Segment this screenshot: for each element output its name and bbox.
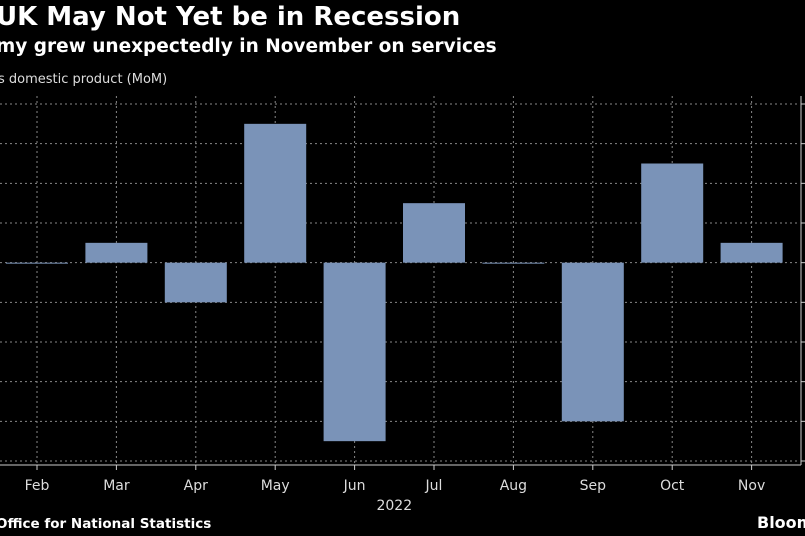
x-tick-label: Nov — [738, 478, 765, 494]
bloomberg-logo: Bloom — [757, 513, 805, 532]
x-tick-label: Aug — [500, 478, 527, 494]
chart-subtitle: my grew unexpectedly in November on serv… — [0, 36, 497, 57]
source-note: Office for National Statistics — [0, 516, 212, 532]
x-tick-label: Oct — [660, 478, 685, 494]
x-tick-label: Apr — [184, 478, 208, 494]
x-tick-label: Mar — [103, 478, 130, 494]
bar-feb — [6, 262, 68, 264]
bar-oct — [641, 163, 704, 263]
x-tick-label: Jun — [343, 478, 366, 494]
bar-jul — [403, 203, 465, 263]
bar-mar — [85, 242, 148, 263]
x-tick-label: Sep — [580, 478, 607, 494]
bar-sep — [561, 262, 624, 422]
bar-nov — [720, 242, 783, 263]
x-tick-label: May — [261, 478, 290, 494]
bar-may — [244, 123, 307, 263]
bar-apr — [164, 262, 227, 303]
x-tick-label: Jul — [425, 478, 443, 494]
x-year-label: 2022 — [376, 498, 412, 514]
y-axis-label: s domestic product (MoM) — [0, 72, 168, 87]
chart-title: UK May Not Yet be in Recession — [0, 2, 461, 32]
bar-jun — [323, 262, 386, 442]
x-tick-label: Feb — [25, 478, 50, 494]
bar-aug — [482, 262, 545, 264]
